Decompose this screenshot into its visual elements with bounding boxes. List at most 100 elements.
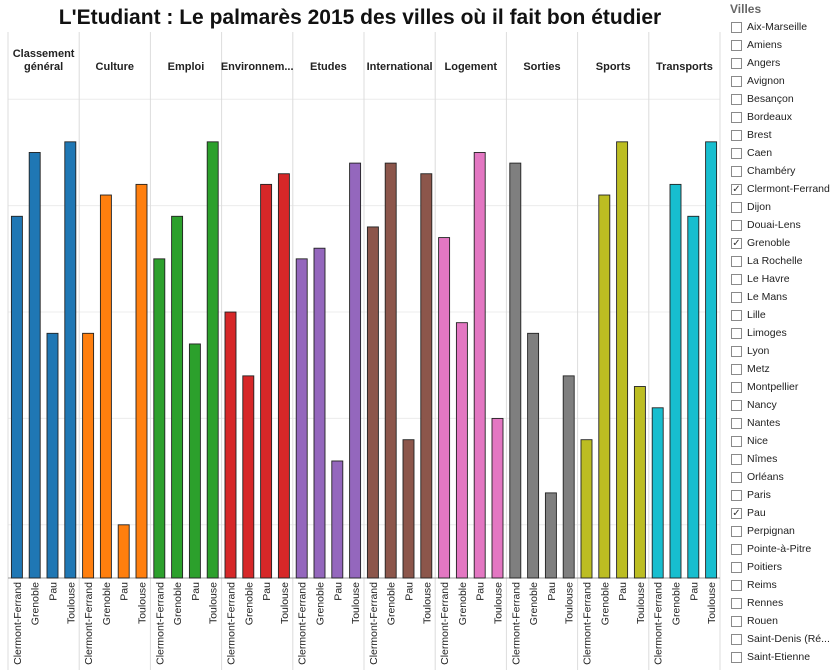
- checkbox[interactable]: [731, 579, 742, 591]
- legend-item[interactable]: Nantes: [726, 414, 840, 432]
- checkbox[interactable]: [731, 435, 742, 447]
- checkbox[interactable]: [731, 201, 742, 213]
- checkbox[interactable]: ✓: [731, 183, 742, 195]
- legend-item-label: Rennes: [747, 597, 784, 609]
- legend-item[interactable]: Rouen: [726, 612, 840, 630]
- legend-item[interactable]: Pointe-à-Pitre: [726, 540, 840, 558]
- legend-item[interactable]: Paris: [726, 486, 840, 504]
- checkbox[interactable]: [731, 57, 742, 69]
- checkbox[interactable]: [731, 363, 742, 375]
- legend-item[interactable]: Angers: [726, 54, 840, 72]
- tick-label: Clermont-Ferrand: [439, 582, 451, 665]
- tick-label: Pau: [688, 582, 700, 601]
- legend-item[interactable]: ✓ Pau: [726, 504, 840, 522]
- checkbox[interactable]: [731, 93, 742, 105]
- checkbox[interactable]: [731, 147, 742, 159]
- checkbox[interactable]: ✓: [731, 237, 742, 249]
- checkbox[interactable]: [731, 453, 742, 465]
- legend-item[interactable]: Aix-Marseille: [726, 18, 840, 36]
- legend-item-label: Saint-Denis (Ré...: [747, 633, 830, 645]
- panel-header: International: [367, 61, 433, 73]
- bar: [295, 258, 308, 579]
- legend-item[interactable]: Montpellier: [726, 378, 840, 396]
- legend-item[interactable]: Lille: [726, 306, 840, 324]
- checkbox[interactable]: [731, 399, 742, 411]
- legend-item[interactable]: La Rochelle: [726, 252, 840, 270]
- checkbox[interactable]: [731, 39, 742, 51]
- legend-item[interactable]: Reims: [726, 576, 840, 594]
- checkbox[interactable]: [731, 327, 742, 339]
- tick-label: Grenoble: [243, 582, 255, 625]
- checkbox[interactable]: [731, 597, 742, 609]
- checkbox[interactable]: [731, 255, 742, 267]
- checkbox[interactable]: [731, 111, 742, 123]
- legend-item[interactable]: Brest: [726, 126, 840, 144]
- checkbox[interactable]: [731, 291, 742, 303]
- legend-item[interactable]: Rennes: [726, 594, 840, 612]
- panel-header: Culture: [96, 61, 135, 73]
- legend-item[interactable]: Le Havre: [726, 270, 840, 288]
- checkbox[interactable]: [731, 129, 742, 141]
- legend-item[interactable]: Orléans: [726, 468, 840, 486]
- legend-item-label: Nîmes: [747, 453, 778, 465]
- legend-item-label: Poitiers: [747, 561, 783, 573]
- checkbox[interactable]: [731, 309, 742, 321]
- legend-item[interactable]: Saint-Denis (Ré...: [726, 630, 840, 648]
- legend-item-label: Lyon: [747, 345, 770, 357]
- tick-label: Clermont-Ferrand: [368, 582, 380, 665]
- legend-item[interactable]: Chambéry: [726, 162, 840, 180]
- legend-item[interactable]: Lyon: [726, 342, 840, 360]
- legend-item[interactable]: Nancy: [726, 396, 840, 414]
- checkbox[interactable]: [731, 633, 742, 645]
- legend-item-label: Douai-Lens: [747, 219, 801, 231]
- checkbox[interactable]: [731, 543, 742, 555]
- legend-item-label: Perpignan: [747, 525, 795, 537]
- checkbox[interactable]: [731, 381, 742, 393]
- tick-label: Clermont-Ferrand: [226, 582, 238, 665]
- legend-item[interactable]: Caen: [726, 144, 840, 162]
- checkbox[interactable]: [731, 165, 742, 177]
- tick-label: Grenoble: [30, 582, 42, 625]
- tick-label: Grenoble: [671, 582, 683, 625]
- checkbox[interactable]: [731, 651, 742, 663]
- legend-item[interactable]: ✓ Clermont-Ferrand: [726, 180, 840, 198]
- checkbox[interactable]: [731, 345, 742, 357]
- checkbox[interactable]: [731, 561, 742, 573]
- tick-label: Grenoble: [315, 582, 327, 625]
- tick-label: Toulouse: [208, 582, 220, 624]
- checkbox[interactable]: [731, 471, 742, 483]
- tick-label: Toulouse: [65, 582, 77, 624]
- legend-item[interactable]: Metz: [726, 360, 840, 378]
- legend-item[interactable]: Limoges: [726, 324, 840, 342]
- tick-label: Grenoble: [599, 582, 611, 625]
- legend-item[interactable]: Avignon: [726, 72, 840, 90]
- legend-item[interactable]: Amiens: [726, 36, 840, 54]
- tick-label: Grenoble: [528, 582, 540, 625]
- checkbox[interactable]: [731, 615, 742, 627]
- legend-item[interactable]: Besançon: [726, 90, 840, 108]
- legend-item[interactable]: Douai-Lens: [726, 216, 840, 234]
- checkbox[interactable]: [731, 75, 742, 87]
- legend-item[interactable]: Dijon: [726, 198, 840, 216]
- legend-item[interactable]: Nice: [726, 432, 840, 450]
- checkbox[interactable]: [731, 21, 742, 33]
- checkbox[interactable]: ✓: [731, 507, 742, 519]
- legend-item[interactable]: Saint-Etienne: [726, 648, 840, 666]
- legend-item-label: Aix-Marseille: [747, 21, 808, 33]
- legend-item[interactable]: Perpignan: [726, 522, 840, 540]
- legend-item[interactable]: Poitiers: [726, 558, 840, 576]
- checkbox[interactable]: [731, 273, 742, 285]
- bar: [46, 332, 59, 579]
- legend-item[interactable]: Le Mans: [726, 288, 840, 306]
- legend-item[interactable]: Bordeaux: [726, 108, 840, 126]
- checkbox[interactable]: [731, 489, 742, 501]
- checkbox[interactable]: [731, 417, 742, 429]
- legend-item-label: Saint-Etienne: [747, 651, 811, 663]
- legend-item-label: Reims: [747, 579, 777, 591]
- checkbox[interactable]: [731, 525, 742, 537]
- checkbox[interactable]: [731, 219, 742, 231]
- panel-header: Sports: [596, 61, 631, 73]
- bar: [99, 194, 112, 579]
- legend-item[interactable]: ✓ Grenoble: [726, 234, 840, 252]
- legend-item[interactable]: Nîmes: [726, 450, 840, 468]
